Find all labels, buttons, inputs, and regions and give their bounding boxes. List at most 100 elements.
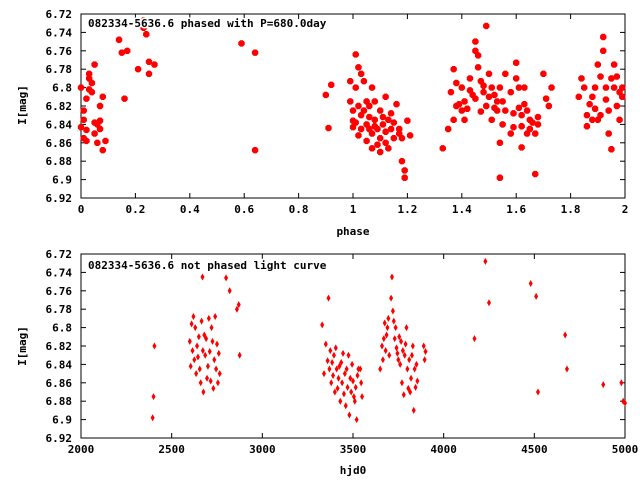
data-point — [237, 351, 242, 359]
data-point — [396, 125, 403, 133]
x-tick-label: 2 — [622, 203, 629, 216]
data-point — [363, 137, 370, 145]
data-point — [392, 335, 397, 343]
data-point — [354, 416, 359, 424]
data-point — [542, 95, 550, 102]
data-point — [563, 331, 568, 339]
data-point — [94, 139, 101, 146]
data-point — [207, 348, 212, 356]
data-point — [328, 81, 335, 89]
data-point — [387, 351, 392, 359]
data-point — [374, 125, 381, 133]
data-point — [351, 377, 355, 385]
x-tick-label: 2000 — [68, 443, 95, 456]
data-point — [477, 108, 485, 115]
data-point — [613, 102, 621, 110]
data-point — [548, 84, 555, 91]
data-point — [600, 47, 607, 54]
plot-frame — [80, 253, 626, 439]
data-point — [384, 331, 389, 339]
data-point — [487, 299, 491, 307]
data-point — [216, 349, 221, 357]
data-point — [394, 344, 399, 352]
x-tick-label: 1.4 — [452, 203, 472, 216]
data-point — [534, 121, 542, 128]
data-point — [211, 384, 216, 392]
data-point — [496, 139, 504, 146]
data-point — [605, 107, 612, 114]
data-point — [385, 145, 392, 152]
y-axis-label: I[mag] — [16, 85, 29, 125]
data-point — [529, 119, 536, 126]
data-point — [586, 100, 593, 108]
data-point — [515, 104, 523, 112]
data-point — [352, 397, 357, 405]
y-tick-label: 6.72 — [46, 8, 73, 21]
data-point — [328, 347, 333, 355]
data-point — [401, 174, 408, 181]
data-point — [80, 116, 87, 123]
data-point — [377, 148, 384, 156]
y-tick-label: 6.9 — [52, 414, 72, 427]
data-point — [423, 348, 428, 356]
data-point — [339, 359, 344, 367]
data-point — [227, 287, 232, 295]
data-point — [518, 144, 525, 151]
x-axis-label: phase — [336, 225, 369, 238]
x-tick-label: 0.6 — [234, 203, 254, 216]
data-point — [140, 24, 147, 31]
data-point — [453, 79, 460, 87]
data-point — [450, 66, 457, 73]
data-point — [391, 317, 396, 325]
data-point — [464, 105, 471, 112]
data-point — [382, 319, 387, 327]
data-point — [472, 95, 479, 102]
data-point — [397, 333, 402, 341]
data-point — [360, 393, 365, 401]
data-point — [385, 324, 390, 332]
x-tick-label: 0.8 — [289, 203, 309, 216]
y-tick-label: 6.8 — [52, 82, 72, 95]
data-point — [483, 257, 488, 265]
data-point — [518, 123, 525, 130]
data-point — [404, 117, 411, 124]
data-point — [591, 105, 599, 112]
data-point — [199, 317, 204, 325]
data-point — [591, 84, 599, 91]
x-tick-label: 1 — [350, 203, 357, 216]
data-point — [613, 73, 621, 80]
data-point — [195, 353, 200, 361]
data-point — [251, 49, 259, 56]
data-point — [357, 70, 365, 77]
data-point — [382, 139, 389, 146]
data-point — [83, 137, 90, 145]
data-point — [331, 351, 336, 359]
data-point — [445, 125, 452, 133]
data-point — [461, 98, 468, 105]
data-point — [619, 93, 626, 100]
data-point — [393, 100, 400, 108]
data-point — [347, 77, 354, 85]
data-point — [326, 294, 331, 302]
data-point — [118, 49, 125, 56]
data-point — [336, 374, 341, 382]
data-point — [532, 170, 539, 178]
data-point — [355, 64, 362, 71]
data-point — [325, 124, 332, 132]
data-point — [386, 314, 391, 322]
data-point — [331, 371, 336, 379]
data-point — [121, 95, 128, 102]
y-tick-label: 6.74 — [46, 26, 73, 39]
data-point — [208, 377, 213, 385]
data-point — [187, 337, 192, 345]
data-point — [234, 305, 239, 313]
y-tick-label: 6.86 — [46, 377, 73, 390]
data-point — [342, 370, 347, 378]
data-point — [150, 414, 155, 422]
data-point — [513, 59, 520, 66]
data-point — [408, 388, 413, 396]
x-tick-label: 0 — [78, 203, 85, 216]
data-point — [466, 75, 474, 82]
data-point — [472, 335, 477, 343]
data-point — [201, 388, 206, 396]
